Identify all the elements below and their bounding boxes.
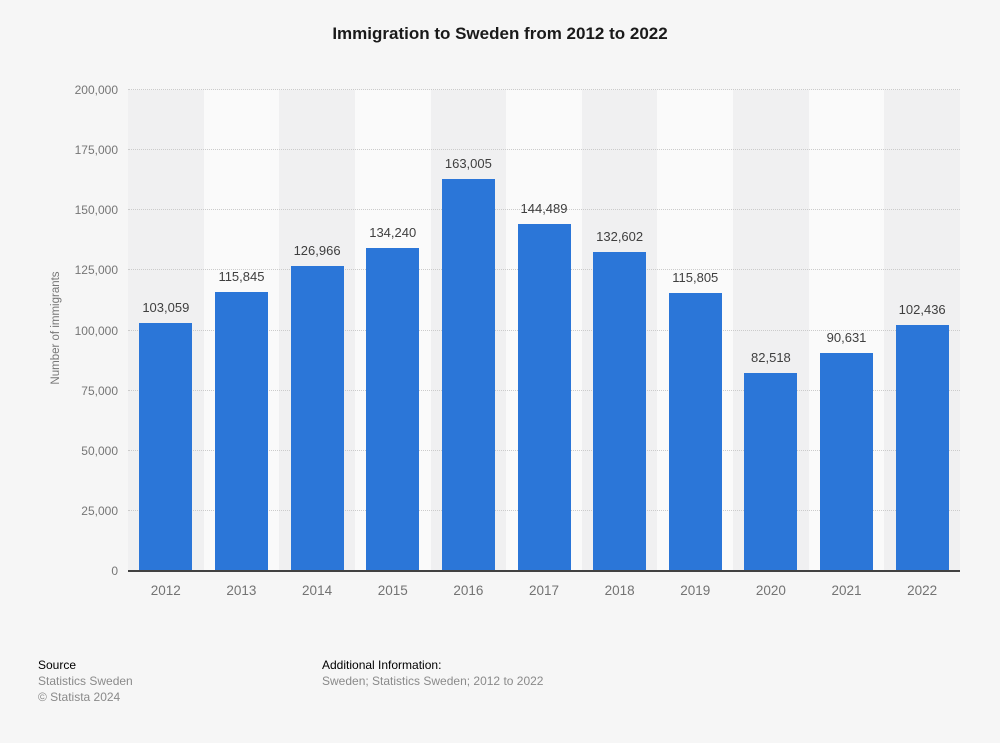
x-tick-label-2013: 2013 [226,583,257,598]
y-tick-label: 125,000 [74,263,118,278]
bar-2013[interactable] [214,292,268,571]
x-tick-label-2020: 2020 [755,583,786,598]
bar-2012[interactable] [139,323,193,571]
bar-value-label: 132,602 [596,229,644,245]
bar-value-label: 134,240 [369,225,417,241]
x-tick-label-2012: 2012 [150,583,181,598]
source-label: Source [38,658,77,672]
bar-2017[interactable] [517,223,571,571]
x-tick-label-2016: 2016 [453,583,484,598]
y-tick-label: 100,000 [74,323,118,338]
bar-value-label: 103,059 [142,300,190,316]
gridline [128,89,960,90]
plot-area: 103,059 115,845 126,966 134,240 163,005 144,4… [128,89,960,572]
source-name: Statistics Sweden [38,674,133,688]
gridline [128,149,960,151]
y-tick-label: 25,000 [81,503,118,518]
bar-2014[interactable] [290,265,344,571]
y-tick-label: 175,000 [74,143,118,158]
x-tick-label-2022: 2022 [907,583,938,598]
x-tick-label-2015: 2015 [377,583,408,598]
bar-value-label: 115,805 [672,269,719,285]
bar-value-label: 163,005 [444,155,492,171]
x-tick-label-2021: 2021 [831,583,862,598]
y-tick-label: 0 [111,564,118,578]
x-tick-label-2014: 2014 [302,583,333,598]
bar-2016[interactable] [441,178,495,571]
bar-2018[interactable] [593,252,647,571]
bar-value-label: 126,966 [293,242,341,258]
bar-2015[interactable] [366,248,420,571]
bar-value-label: 82,518 [751,349,791,365]
bar-value-label: 90,631 [826,330,867,346]
bar-2021[interactable] [820,353,874,571]
statista-copyright: © Statista 2024 [38,690,121,704]
y-tick-label: 50,000 [81,443,118,458]
x-axis-baseline [128,570,960,572]
bar-value-label: 144,489 [520,200,568,216]
x-tick-label-2018: 2018 [604,583,635,598]
additional-information-label: Additional Information: [322,658,442,672]
gridline [128,209,960,211]
footer-additional-information: Additional Information: Sweden; Statisti… [322,657,543,689]
chart-title: Immigration to Sweden from 2012 to 2022 [332,24,668,43]
y-tick-label: 200,000 [74,83,118,97]
additional-information-text: Sweden; Statistics Sweden; 2012 to 2022 [322,674,544,688]
bar-2022[interactable] [895,324,949,571]
x-tick-label-2019: 2019 [680,583,711,598]
bar-value-label: 115,845 [218,269,265,285]
x-tick-label-2017: 2017 [528,583,559,598]
bar-2020[interactable] [744,372,798,571]
y-tick-label: 150,000 [74,203,118,218]
y-tick-label: 75,000 [81,383,118,398]
bar-2019[interactable] [668,292,722,571]
bar-value-label: 102,436 [898,301,946,317]
footer-source: Source Statistics Sweden © Statista 2024 [38,657,133,705]
